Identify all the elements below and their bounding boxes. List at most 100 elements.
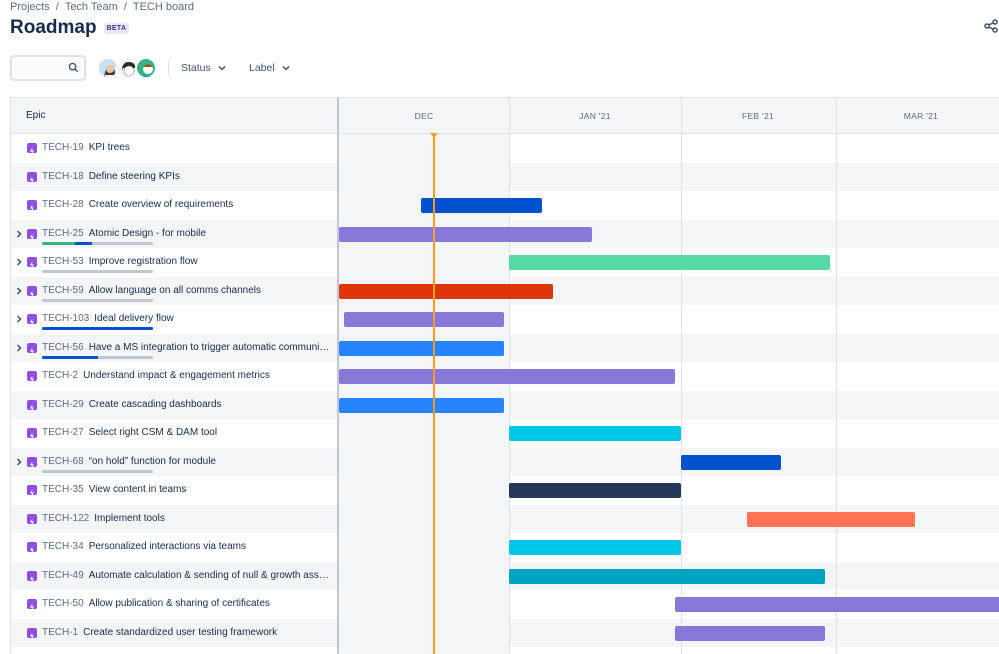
label-filter[interactable]: Label xyxy=(249,62,290,74)
beta-badge: BETA xyxy=(103,22,130,34)
epic-row[interactable]: TECH-19 KPI trees xyxy=(11,134,999,163)
today-marker xyxy=(433,134,435,654)
epic-row[interactable]: TECH-27 Select right CSM & DAM tool xyxy=(11,419,999,448)
avatar[interactable] xyxy=(135,57,157,79)
chevron-right-icon[interactable] xyxy=(16,258,22,266)
label-filter-label: Label xyxy=(249,62,275,74)
issue-key[interactable]: TECH-29 xyxy=(42,398,84,410)
chevron-down-icon xyxy=(282,65,290,71)
issue-key[interactable]: TECH-27 xyxy=(42,427,84,438)
timeline-bar[interactable] xyxy=(509,568,825,584)
issue-key[interactable]: TECH-25 xyxy=(42,227,84,239)
issue-key[interactable]: TECH-122 xyxy=(42,512,90,524)
issue-summary: KPI trees xyxy=(88,142,130,153)
epic-row[interactable]: TECH-29 Create cascading dashboards xyxy=(11,390,999,419)
epic-column-header: Epic xyxy=(11,98,337,134)
timeline-bar[interactable] xyxy=(509,255,831,270)
timeline-bar[interactable] xyxy=(339,369,676,384)
epic-row[interactable]: TECH-1 Create standardized user testing f… xyxy=(11,618,999,647)
share-icon[interactable] xyxy=(984,19,998,33)
issue-summary: Allow publication & sharing of certifica… xyxy=(88,598,270,609)
issue-key[interactable]: TECH-68 xyxy=(42,455,84,467)
epic-row[interactable]: TECH-122 Implement tools xyxy=(11,504,999,533)
timeline-bar[interactable] xyxy=(339,340,504,356)
avatar[interactable] xyxy=(116,57,138,79)
epic-row[interactable]: TECH-2 Understand impact & engagement met… xyxy=(11,362,999,391)
issue-key[interactable]: TECH-53 xyxy=(42,256,84,267)
progress-in-progress xyxy=(42,355,98,359)
avatar[interactable] xyxy=(97,57,119,79)
issue-key[interactable]: TECH-18 xyxy=(42,170,84,182)
epic-icon xyxy=(27,599,37,611)
epic-row[interactable]: TECH-18 Define steering KPIs xyxy=(11,162,999,191)
column-divider[interactable] xyxy=(337,98,339,654)
epic-row[interactable]: TECH-34 Personalized interactions via tea… xyxy=(11,533,999,562)
timeline-bar[interactable] xyxy=(509,540,681,555)
issue-key[interactable]: TECH-1 xyxy=(42,626,79,638)
timeline-bar[interactable] xyxy=(675,625,825,641)
status-filter[interactable]: Status xyxy=(181,62,226,74)
timeline-bar[interactable] xyxy=(509,426,681,441)
today-marker-cap xyxy=(430,133,438,138)
issue-key[interactable]: TECH-34 xyxy=(42,541,84,552)
issue-key[interactable]: TECH-2 xyxy=(42,370,79,381)
timeline-bar[interactable] xyxy=(747,511,916,527)
epic-row[interactable]: TECH-103 Ideal delivery flow xyxy=(11,305,999,334)
month-label: MAR '21 xyxy=(903,111,939,121)
month-label: DEC xyxy=(414,111,434,121)
epic-row[interactable]: TECH-68 “on hold” function for module xyxy=(11,447,999,476)
issue-key[interactable]: TECH-59 xyxy=(42,284,84,296)
issue-summary: Implement tools xyxy=(94,512,165,524)
chevron-right-icon[interactable] xyxy=(16,315,22,323)
epic-row[interactable]: TECH-53 Improve registration flow xyxy=(11,248,999,277)
timeline-bar[interactable] xyxy=(339,397,504,413)
breadcrumb-projects[interactable]: Projects xyxy=(10,1,50,13)
chevron-right-icon[interactable] xyxy=(16,343,22,352)
breadcrumb-tech-team[interactable]: Tech Team xyxy=(64,1,118,13)
epic-row[interactable]: TECH-35 View content in teams xyxy=(11,476,999,505)
timeline-bar[interactable] xyxy=(339,283,554,299)
issue-key[interactable]: TECH-19 xyxy=(42,142,84,153)
epic-row[interactable]: TECH-50 Allow publication & sharing of ce… xyxy=(11,590,999,619)
epic-row[interactable]: TECH-56 Have a MS integration to trigger … xyxy=(11,333,999,362)
issue-key[interactable]: TECH-56 xyxy=(42,341,84,353)
issue-summary: Create standardized user testing framewo… xyxy=(83,626,278,638)
timeline-bar[interactable] xyxy=(339,226,593,242)
toolbar-divider xyxy=(168,60,169,76)
epic-row[interactable]: TECH-28 Create overview of requirements xyxy=(11,191,999,220)
issue-summary: Have a MS integration to trigger automat… xyxy=(88,341,333,353)
issue-summary: Improve registration flow xyxy=(88,256,198,267)
chevron-right-icon[interactable] xyxy=(16,286,22,295)
breadcrumb-tech-board[interactable]: TECH board xyxy=(132,1,195,13)
issue-summary: Atomic Design - for mobile xyxy=(88,227,206,239)
timeline-bar[interactable] xyxy=(421,198,543,213)
issue-key[interactable]: TECH-103 xyxy=(42,313,90,324)
breadcrumb: Projects / Tech Team / TECH board xyxy=(10,1,194,13)
timeline-bar[interactable] xyxy=(509,483,681,498)
epic-icon xyxy=(27,542,37,554)
timeline-bar[interactable] xyxy=(675,597,999,612)
search-field[interactable] xyxy=(10,55,86,81)
timeline-bar[interactable] xyxy=(344,312,504,327)
breadcrumb-separator: / xyxy=(55,1,59,13)
page-title: Roadmap xyxy=(10,17,97,38)
epic-icon xyxy=(27,570,37,582)
epic-row[interactable]: TECH-25 Atomic Design - for mobile xyxy=(11,219,999,248)
issue-key[interactable]: TECH-28 xyxy=(42,199,84,210)
chevron-right-icon[interactable] xyxy=(16,229,22,238)
epic-icon xyxy=(27,342,37,354)
epic-row[interactable]: TECH-59 Allow language on all comms chann… xyxy=(11,276,999,305)
timeline-bar[interactable] xyxy=(681,454,781,470)
epic-icon xyxy=(27,513,37,525)
issue-key[interactable]: TECH-49 xyxy=(42,569,84,581)
epic-row-label: TECH-2 Understand impact & engagement met… xyxy=(11,362,337,391)
issue-key[interactable]: TECH-35 xyxy=(42,484,84,495)
month-gridline xyxy=(836,98,837,654)
epic-row-label: TECH-122 Implement tools xyxy=(11,504,337,533)
epic-row[interactable]: TECH-49 Automate calculation & sending of… xyxy=(11,561,999,590)
chevron-right-icon[interactable] xyxy=(16,457,22,466)
issue-summary: Define steering KPIs xyxy=(88,170,180,182)
epic-row-label: TECH-19 KPI trees xyxy=(11,134,337,163)
search-input[interactable] xyxy=(12,57,66,79)
issue-key[interactable]: TECH-50 xyxy=(42,598,84,609)
